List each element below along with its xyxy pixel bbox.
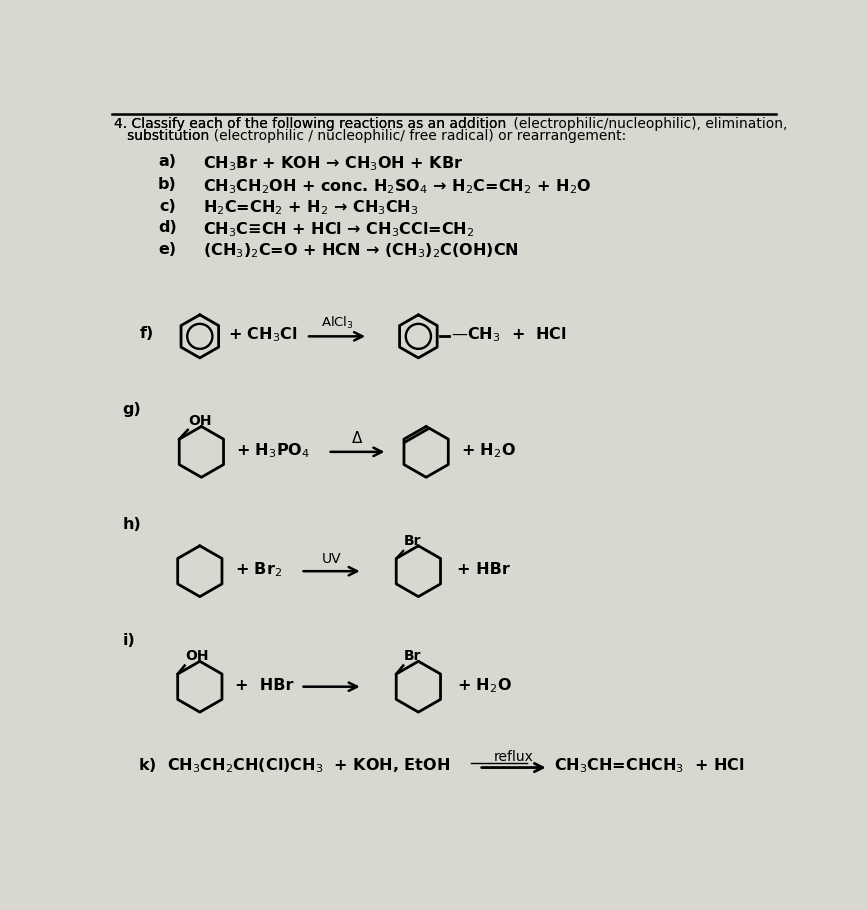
Text: CH$_3$CH$_2$OH + conc. H$_2$SO$_4$ → H$_2$C=CH$_2$ + H$_2$O: CH$_3$CH$_2$OH + conc. H$_2$SO$_4$ → H$_… (203, 177, 591, 196)
Text: g): g) (122, 402, 141, 417)
Text: CH$_3$Br + KOH → CH$_3$OH + KBr: CH$_3$Br + KOH → CH$_3$OH + KBr (203, 154, 463, 173)
Text: + H$_3$PO$_4$: + H$_3$PO$_4$ (236, 441, 310, 460)
Text: reflux: reflux (494, 750, 533, 763)
Text: 4. Classify each of the following reactions as an addition  (electrophilic/nucle: 4. Classify each of the following reacti… (114, 116, 787, 131)
Text: + CH$_3$Cl: + CH$_3$Cl (229, 326, 298, 344)
Text: UV: UV (322, 551, 342, 566)
Text: + Br$_2$: + Br$_2$ (235, 561, 282, 579)
Text: CH$_3$C≡CH + HCl → CH$_3$CCl=CH$_2$: CH$_3$C≡CH + HCl → CH$_3$CCl=CH$_2$ (203, 220, 474, 238)
Text: CH$_3$CH=CHCH$_3$  + HCl: CH$_3$CH=CHCH$_3$ + HCl (554, 756, 745, 775)
Text: —CH$_3$  +  HCl: —CH$_3$ + HCl (451, 326, 567, 344)
Text: + HBr: + HBr (457, 562, 510, 577)
Text: Br: Br (404, 649, 421, 663)
Text: substitution (electrophilic / nucleophilic/ free radical) or rearrangement:: substitution (electrophilic / nucleophil… (114, 129, 626, 143)
Text: h): h) (122, 517, 141, 532)
Text: e): e) (159, 242, 177, 257)
Text: OH: OH (188, 413, 212, 428)
Text: d): d) (158, 220, 177, 235)
Text: Br: Br (404, 534, 421, 549)
Text: substitution: substitution (114, 129, 213, 143)
Text: + H$_2$O: + H$_2$O (461, 441, 516, 460)
Text: 4. Classify each of the following reactions as an addition: 4. Classify each of the following reacti… (114, 116, 511, 131)
Text: (CH$_3$)$_2$C=O + HCN → (CH$_3$)$_2$C(OH)CN: (CH$_3$)$_2$C=O + HCN → (CH$_3$)$_2$C(OH… (203, 242, 518, 260)
Text: OH: OH (186, 649, 209, 663)
Text: Δ: Δ (352, 431, 362, 447)
Text: AlCl$_3$: AlCl$_3$ (321, 315, 354, 331)
Text: i): i) (122, 632, 135, 648)
Text: H$_2$C=CH$_2$ + H$_2$ → CH$_3$CH$_3$: H$_2$C=CH$_2$ + H$_2$ → CH$_3$CH$_3$ (203, 198, 419, 217)
Text: b): b) (158, 177, 177, 192)
Text: k)  CH$_3$CH$_2$CH(Cl)CH$_3$  + KOH, EtOH: k) CH$_3$CH$_2$CH(Cl)CH$_3$ + KOH, EtOH (138, 756, 450, 775)
Text: a): a) (159, 154, 177, 169)
Text: + H$_2$O: + H$_2$O (457, 676, 512, 694)
Text: f): f) (140, 326, 153, 340)
Text: c): c) (160, 198, 177, 214)
Text: +  HBr: + HBr (235, 678, 293, 693)
